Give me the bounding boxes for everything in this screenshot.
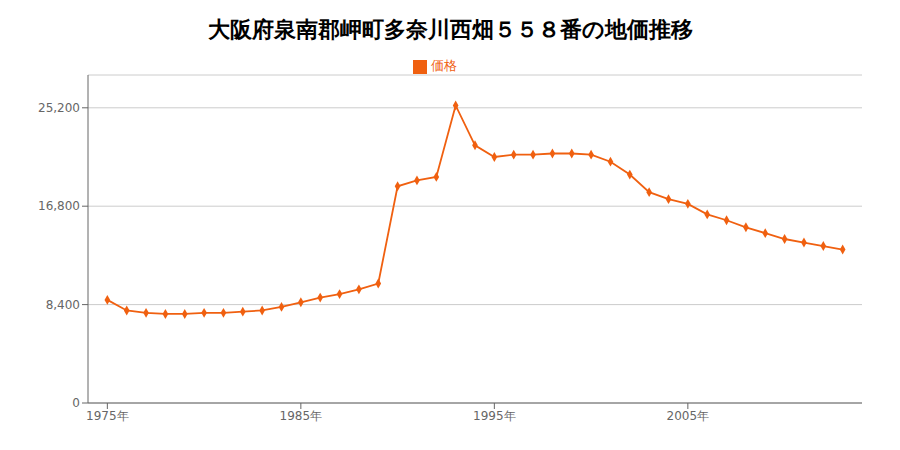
svg-text:8,400: 8,400 bbox=[46, 298, 80, 312]
svg-text:1995年: 1995年 bbox=[473, 409, 516, 423]
svg-text:2005年: 2005年 bbox=[667, 409, 710, 423]
html-text:大阪府泉南郡岬町多奈川西畑５５８番の地価推移: 大阪府泉南郡岬町多奈川西畑５５８番の地価推移 bbox=[207, 17, 693, 42]
svg-text:1975年: 1975年 bbox=[86, 409, 129, 423]
svg-text:16,800: 16,800 bbox=[38, 199, 80, 213]
html-text:価格: 価格 bbox=[431, 58, 457, 73]
svg-text:1985年: 1985年 bbox=[280, 409, 323, 423]
svg-text:0: 0 bbox=[72, 396, 80, 410]
svg-text:25,200: 25,200 bbox=[38, 101, 80, 115]
